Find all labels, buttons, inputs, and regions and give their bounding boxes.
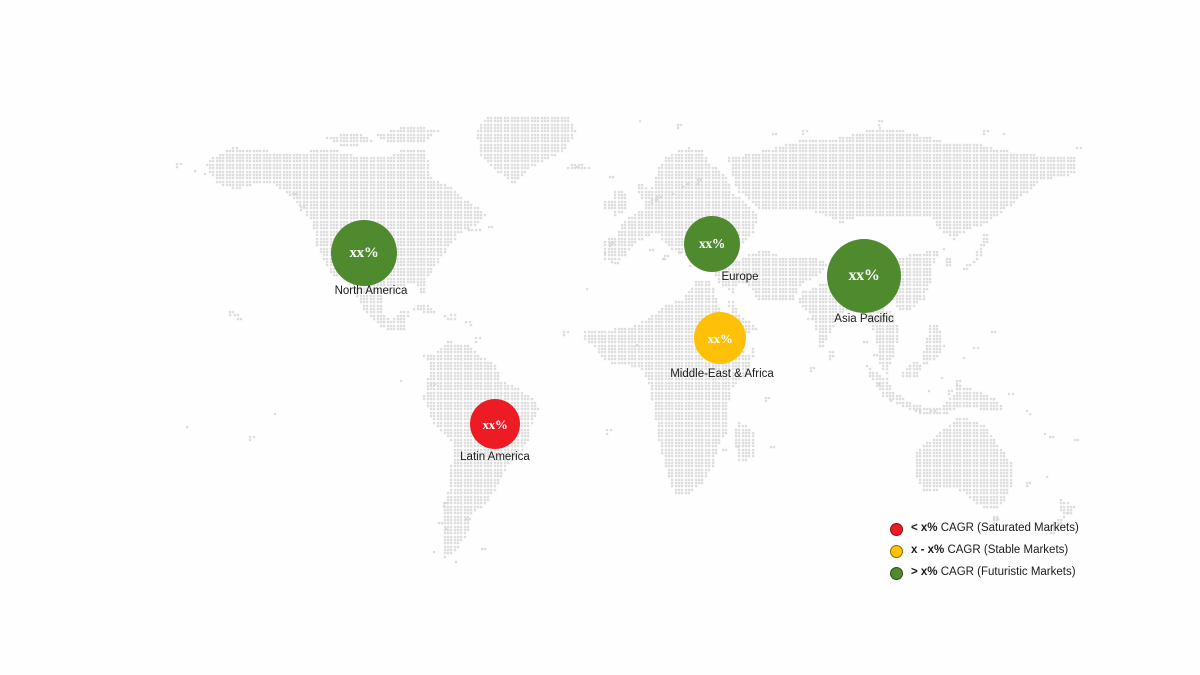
region-label-europe: Europe xyxy=(721,271,759,283)
legend-swatch-red-icon xyxy=(890,522,903,536)
bubble-value-asia-pacific: xx% xyxy=(848,267,880,284)
bubble-value-middle-east-africa: xx% xyxy=(707,330,733,346)
bubble-value-latin-america: xx% xyxy=(482,416,508,432)
bubble-latin-america[interactable]: xx% xyxy=(470,399,520,449)
legend-label-saturated: < x% CAGR (Saturated Markets) xyxy=(911,522,1079,535)
legend-swatch-yellow-icon xyxy=(890,544,903,558)
region-label-asia-pacific: Asia Pacific xyxy=(834,313,894,325)
bubble-middle-east-africa[interactable]: xx% xyxy=(694,312,746,364)
region-label-middle-east-africa: Middle-East & Africa xyxy=(670,368,774,380)
legend-item-stable: x - x% CAGR (Stable Markets) xyxy=(890,540,1090,562)
legend-label-stable: x - x% CAGR (Stable Markets) xyxy=(911,544,1069,557)
legend-item-saturated: < x% CAGR (Saturated Markets) xyxy=(890,518,1090,540)
bubble-europe[interactable]: xx% xyxy=(684,216,740,272)
legend-swatch-green-icon xyxy=(890,566,903,580)
bubble-north-america[interactable]: xx% xyxy=(331,220,397,286)
bubble-value-north-america: xx% xyxy=(349,244,379,261)
legend-label-futuristic: > x% CAGR (Futuristic Markets) xyxy=(911,566,1076,579)
legend: < x% CAGR (Saturated Markets) x - x% CAG… xyxy=(890,518,1090,584)
bubble-value-europe: xx% xyxy=(698,236,726,252)
region-label-latin-america: Latin America xyxy=(460,451,530,463)
legend-item-futuristic: > x% CAGR (Futuristic Markets) xyxy=(890,562,1090,584)
bubble-asia-pacific[interactable]: xx% xyxy=(827,239,901,313)
region-label-north-america: North America xyxy=(334,285,408,297)
